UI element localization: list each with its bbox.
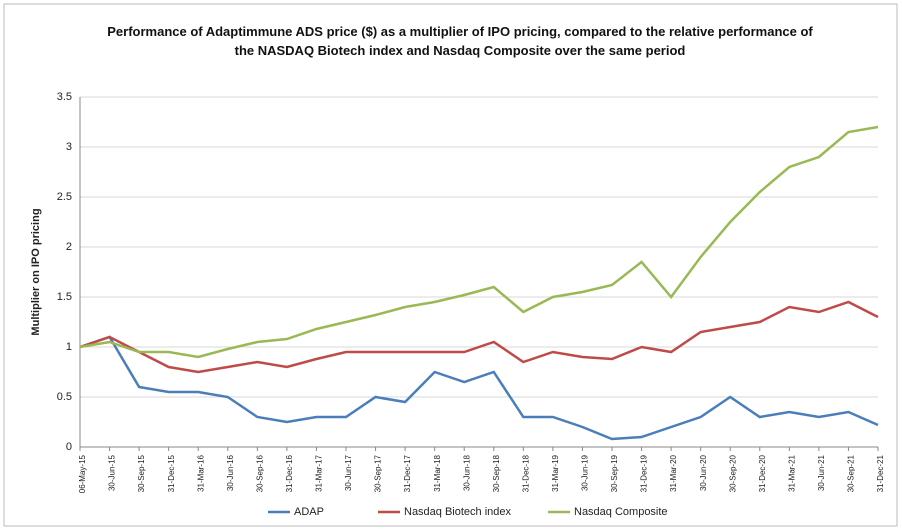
y-tick-label: 1 <box>66 341 72 353</box>
x-tick-label: 30-Sep-18 <box>492 454 501 492</box>
x-tick-label: 31-Dec-15 <box>167 454 176 492</box>
y-tick-label: 0.5 <box>57 391 72 403</box>
line-series <box>79 335 879 441</box>
x-tick-label: 30-Sep-17 <box>374 454 383 492</box>
x-tick-label: 31-Dec-17 <box>403 454 412 492</box>
x-tick-label: 31-Mar-18 <box>433 454 442 491</box>
y-tick-label: 3.5 <box>57 91 72 103</box>
x-tick-label: 30-Jun-19 <box>581 454 590 491</box>
x-tick-label: 31-Mar-21 <box>787 454 796 491</box>
x-tick-label: 31-Dec-19 <box>640 454 649 492</box>
line-series <box>79 300 879 374</box>
line-series <box>79 125 879 359</box>
y-axis-label: Multiplier on IPO pricing <box>30 208 42 335</box>
x-tick-label: 30-Sep-15 <box>137 454 146 492</box>
x-tick-label: 30-Jun-20 <box>699 454 708 491</box>
x-tick-label: 30-Jun-16 <box>226 454 235 491</box>
x-tick-label: 31-Dec-18 <box>521 454 530 492</box>
x-tick-label: 30-Sep-20 <box>728 454 737 492</box>
y-tick-label: 0 <box>66 441 72 453</box>
y-tick-label: 2.5 <box>57 191 72 203</box>
x-tick-label: 31-Dec-21 <box>876 454 885 492</box>
x-tick-label: 06-May-15 <box>78 454 87 493</box>
x-tick-label: 30-Jun-15 <box>108 454 117 491</box>
x-tick-label: 31-Dec-20 <box>758 454 767 492</box>
x-tick-label: 30-Sep-16 <box>255 454 264 492</box>
y-tick-label: 1.5 <box>57 291 72 303</box>
x-tick-label: 30-Jun-17 <box>344 454 353 491</box>
x-tick-label: 31-Mar-16 <box>196 454 205 491</box>
x-tick-label: 30-Sep-19 <box>610 454 619 492</box>
legend-label: ADAP <box>294 506 324 518</box>
x-tick-label: 30-Jun-21 <box>817 454 826 491</box>
legend-label: Nasdaq Composite <box>574 506 668 518</box>
chart-border <box>3 3 898 527</box>
y-tick-label: 3 <box>66 141 72 153</box>
x-tick-label: 31-Mar-17 <box>315 454 324 491</box>
x-tick-label: 30-Sep-21 <box>847 454 856 492</box>
x-tick-label: 31-Mar-20 <box>669 454 678 491</box>
y-tick-label: 2 <box>66 241 72 253</box>
legend-label: Nasdaq Biotech index <box>404 506 512 518</box>
x-tick-label: 31-Dec-16 <box>285 454 294 492</box>
x-tick-label: 31-Mar-19 <box>551 454 560 491</box>
chart-title: Performance of Adaptimmune ADS price ($)… <box>107 24 813 58</box>
x-tick-label: 30-Jun-18 <box>462 454 471 491</box>
